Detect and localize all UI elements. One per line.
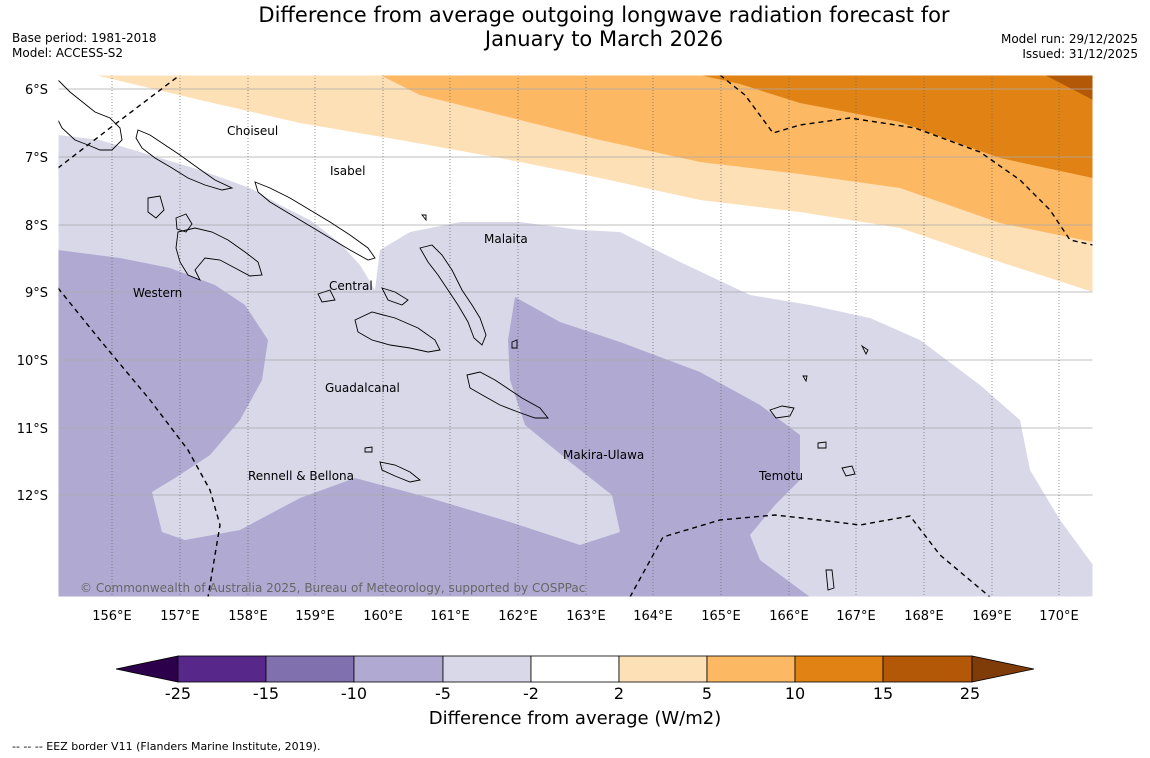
lon-label: 162°E [498,609,538,624]
colorbar-segment [177,655,267,683]
island-bougainville [58,79,123,151]
island-makira [466,371,549,419]
island-kolombangara [175,213,193,233]
grid [58,75,1093,597]
colorbar-tick: 5 [701,684,713,703]
colorbar-title: Difference from average (W/m2) [428,708,722,729]
colorbar-tick: 2 [613,684,625,703]
region-labels: Choiseul Isabel Malaita Western Central … [133,124,803,483]
colorbar-over-arrow [971,655,1035,683]
colorbar-segment [882,655,973,683]
band-15-to-25 [1045,75,1093,100]
island-ontong [421,214,427,222]
colorbar-tick: -2 [523,684,539,703]
label-malaita: Malaita [484,232,528,246]
lon-labels: 156°E 157°E 158°E 159°E 160°E 161°E 162°… [92,609,1079,624]
island-isabel [254,181,376,261]
lat-label: 8°S [25,219,48,234]
island-reef [802,375,808,383]
lon-label: 163°E [566,609,606,624]
island-malaita [419,244,487,346]
title-line-2: January to March 2026 [484,27,724,51]
lon-label: 164°E [633,609,673,624]
label-central: Central [329,279,373,293]
lat-label: 12°S [17,489,48,504]
colorbar-tick: 25 [959,684,981,703]
copyright-text: © Commonwealth of Australia 2025, Bureau… [80,581,585,595]
island-rennell [379,461,422,483]
label-rennell-bellona: Rennell & Bellona [248,469,354,483]
lon-label: 165°E [701,609,741,624]
island-new-georgia [175,227,263,281]
map-frame [57,74,1094,598]
lon-label: 158°E [228,609,268,624]
colorbar-tick: -5 [435,684,451,703]
lon-label: 170°E [1039,609,1079,624]
colorbar-under-arrow [115,655,179,683]
island-ulawa [511,339,518,349]
lon-label: 161°E [430,609,470,624]
island-choiseul [135,129,234,191]
lon-label: 167°E [836,609,876,624]
lon-label: 160°E [363,609,403,624]
label-makira-ulawa: Makira-Ulawa [563,448,644,462]
lat-label: 9°S [25,286,48,301]
meta-right: Model run: 29/12/2025 Issued: 31/12/2025 [1001,32,1138,62]
colorbar-tick: -25 [164,684,192,703]
lon-label: 169°E [972,609,1012,624]
lat-label: 6°S [25,83,48,98]
lon-label: 156°E [92,609,132,624]
island-ndende [769,405,795,419]
island-vanikoro [817,441,827,449]
base-period: Base period: 1981-2018 [12,31,157,45]
label-temotu: Temotu [758,469,803,483]
island-tikopia [825,569,835,591]
band-minus10-to-minus5-west [58,250,810,597]
eez-borders [58,75,1093,597]
label-guadalcanal: Guadalcanal [325,381,400,395]
lon-label: 166°E [769,609,809,624]
map-title: Difference from average outgoing longwav… [200,3,1008,51]
map-area: © Commonwealth of Australia 2025, Bureau… [58,75,1093,597]
colorbar-tick: 10 [784,684,806,703]
colorbar-tick: -10 [340,684,368,703]
colorbar-segment [265,655,355,683]
lat-label: 10°S [17,354,48,369]
label-choiseul: Choiseul [227,124,278,138]
coastlines [58,79,869,591]
lat-label: 7°S [25,151,48,166]
eez-legend: -- -- -- EEZ border V11 (Flanders Marine… [12,740,321,753]
colorbar-segment [353,655,444,683]
model-run: Model run: 29/12/2025 [1000,32,1138,46]
island-duff [860,344,869,356]
model-name: Model: ACCESS-S2 [12,46,124,60]
island-guadalcanal [354,311,441,353]
lon-label: 168°E [904,609,944,624]
band-10-to-15 [700,75,1093,178]
lon-label: 157°E [160,609,200,624]
island-florida [381,287,409,306]
lat-labels: 6°S 7°S 8°S 9°S 10°S 11°S 12°S [17,83,48,504]
lon-label: 159°E [295,609,335,624]
title-line-1: Difference from average outgoing longwav… [258,3,950,27]
colorbar-segment [530,655,620,683]
meta-left: Base period: 1981-2018 Model: ACCESS-S2 [12,31,157,61]
colorbar-segment [794,655,884,683]
issued-date: Issued: 31/12/2025 [1022,47,1138,61]
label-western: Western [133,286,182,300]
colorbar-segment [618,655,708,683]
lat-label: 11°S [17,422,48,437]
colorbar-segment [442,655,532,683]
colorbar [115,655,1035,683]
island-bellona [364,446,373,453]
island-utupua [841,465,856,477]
colorbar-tick: 15 [872,684,894,703]
island-russell [317,289,336,303]
colorbar-tick: -15 [252,684,280,703]
island-vella-lavella [147,195,165,219]
label-isabel: Isabel [330,164,365,178]
colorbar-segment [706,655,796,683]
